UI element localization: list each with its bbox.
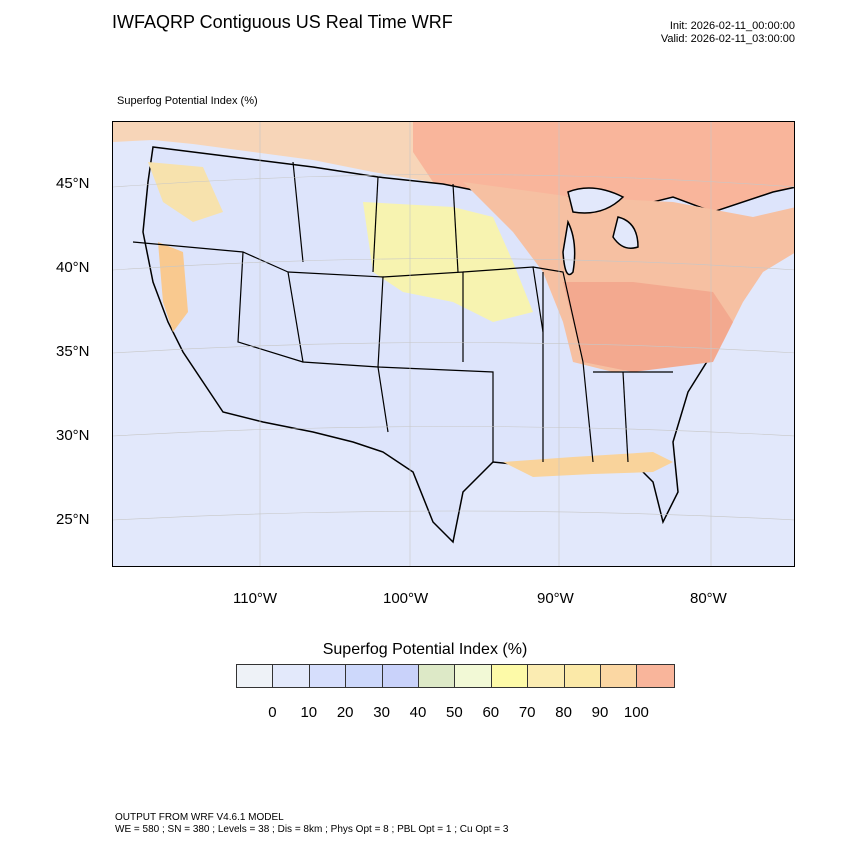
map-subtitle: Superfog Potential Index (%): [117, 95, 258, 107]
colorbar-label: 30: [373, 704, 390, 721]
colorbar-label: 0: [268, 704, 277, 721]
colorbar-swatch: [237, 665, 274, 687]
gulf-coast-region: [503, 452, 673, 477]
colorbar-swatch: [418, 665, 456, 687]
colorbar-label: 100: [623, 704, 649, 721]
colorbar-swatch: [346, 665, 383, 687]
colorbar-swatch: [309, 665, 347, 687]
colorbar-swatch: [637, 665, 674, 687]
plains-high-region: [363, 202, 533, 322]
graticule: [113, 122, 794, 566]
colorbar-swatch: [382, 665, 419, 687]
colorbar-label: 90: [591, 704, 609, 721]
map-panel: [112, 121, 795, 567]
lake-superior: [567, 187, 625, 214]
colorbar-label: 50: [446, 704, 463, 721]
colorbar-swatch: [455, 665, 492, 687]
lon-label-110: 110°W: [233, 590, 278, 607]
colorbar-swatch: [564, 665, 601, 687]
colorbar-label: 60: [482, 704, 500, 721]
lat-label-45: 45°N: [56, 175, 90, 192]
colorbar-swatch: [600, 665, 638, 687]
lat-label-25: 25°N: [56, 511, 90, 528]
colorbar-swatch: [491, 665, 529, 687]
valid-time: Valid: 2026-02-11_03:00:00: [660, 33, 795, 45]
colorbar-label: 10: [300, 704, 318, 721]
lat-label-40: 40°N: [56, 259, 90, 276]
lon-label-80: 80°W: [690, 590, 727, 607]
lon-label-90: 90°W: [537, 590, 574, 607]
footer-model: OUTPUT FROM WRF V4.6.1 MODEL: [115, 812, 284, 823]
california-region: [158, 242, 188, 332]
lat-label-35: 35°N: [56, 343, 90, 360]
init-time: Init: 2026-02-11_00:00:00: [669, 20, 795, 32]
footer-config: WE = 580 ; SN = 380 ; Levels = 38 ; Dis …: [115, 824, 509, 835]
map-svg: [113, 122, 794, 566]
plot-title: IWFAQRP Contiguous US Real Time WRF: [112, 12, 453, 32]
northwest-region: [148, 162, 223, 222]
colorbar-swatch: [528, 665, 565, 687]
model-footer: OUTPUT FROM WRF V4.6.1 MODEL WE = 580 ; …: [115, 812, 508, 836]
colorbar: [236, 664, 675, 688]
lon-label-100: 100°W: [383, 590, 429, 607]
colorbar-title: Superfog Potential Index (%): [322, 641, 528, 658]
state-borders: [132, 161, 673, 463]
colorbar-label: 70: [518, 704, 536, 721]
lake-michigan: [562, 219, 576, 276]
colorbar-label: 40: [409, 704, 427, 721]
lake-huron: [612, 216, 639, 249]
lat-label-30: 30°N: [56, 427, 90, 444]
colorbar-swatch: [273, 665, 310, 687]
run-times: Init: 2026-02-11_00:00:00 Valid: 2026-02…: [661, 20, 795, 46]
colorbar-label: 20: [336, 704, 354, 721]
ohio-valley-region: [563, 282, 733, 372]
colorbar-label: 80: [555, 704, 572, 721]
